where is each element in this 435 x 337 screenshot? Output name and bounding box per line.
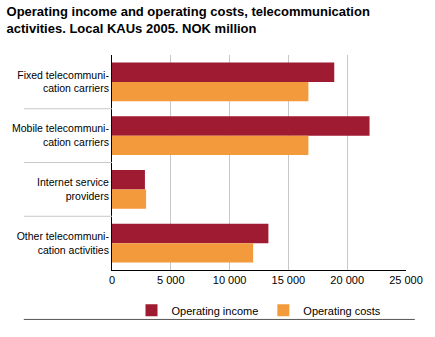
svg-text:Mobile telecommuni-cation carr: Mobile telecommuni-cation carriers xyxy=(12,122,109,148)
svg-text:0: 0 xyxy=(109,274,115,286)
svg-text:Operating costs: Operating costs xyxy=(303,305,381,317)
svg-text:Internet serviceproviders: Internet serviceproviders xyxy=(37,176,109,202)
svg-text:15 000: 15 000 xyxy=(272,274,306,286)
svg-text:10 000: 10 000 xyxy=(213,274,247,286)
svg-text:Other telecommuni-cation activ: Other telecommuni-cation activities xyxy=(17,230,110,256)
svg-text:5 000: 5 000 xyxy=(157,274,185,286)
svg-text:25 000: 25 000 xyxy=(389,274,423,286)
svg-text:Operating income: Operating income xyxy=(172,305,259,317)
svg-text:Operating income and operating: Operating income and operating costs, te… xyxy=(7,4,370,36)
svg-text:20 000: 20 000 xyxy=(330,274,364,286)
svg-text:Fixed telecommuni-cation carri: Fixed telecommuni-cation carriers xyxy=(17,69,109,95)
